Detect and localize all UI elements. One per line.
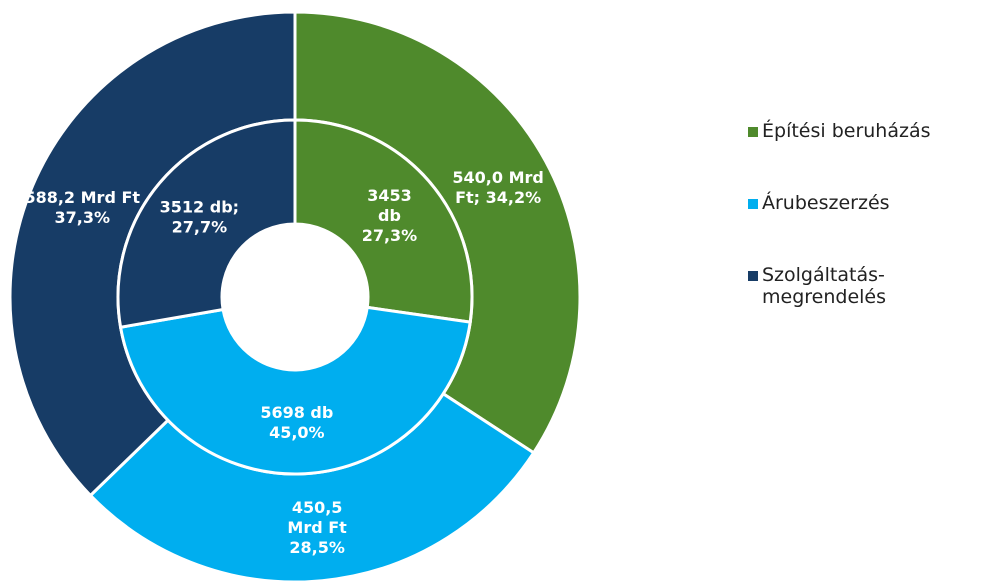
slice — [293, 118, 474, 324]
legend-item: Árubeszerzés — [748, 192, 973, 214]
data-label-line: 27,7% — [172, 218, 228, 237]
legend-item: Építési beruházás — [748, 120, 973, 142]
legend-label: Szolgáltatás-megrendelés — [762, 264, 887, 308]
data-label: 588,2 Mrd Ft 37,3% — [24, 188, 140, 227]
data-label-line: 37,3% — [55, 208, 111, 227]
legend: Építési beruházás Árubeszerzés Szolgáltatá… — [748, 120, 973, 358]
legend-swatch — [748, 199, 758, 209]
data-label: 3453 db 27,3% — [362, 186, 418, 245]
legend-swatch — [748, 271, 758, 281]
data-label: 3512 db; 27,7% — [160, 198, 239, 237]
legend-label: Árubeszerzés — [762, 192, 890, 214]
data-label: 450,5 Mrd Ft 28,5% — [287, 498, 347, 557]
data-label: 540,0 Mrd Ft; 34,2% — [452, 168, 543, 207]
legend-label: Építési beruházás — [762, 120, 931, 142]
data-label-line: 28,5% — [289, 538, 345, 557]
data-label-line: 3453 — [367, 186, 412, 205]
data-label-line: Mrd Ft — [287, 518, 347, 537]
data-label-line: 45,0% — [269, 423, 325, 442]
slice — [118, 305, 472, 476]
data-label-line: Ft; 34,2% — [455, 188, 541, 207]
legend-item: Szolgáltatás-megrendelés — [748, 264, 973, 308]
data-label: 5698 db 45,0% — [260, 403, 333, 442]
data-label-line: 540,0 Mrd — [452, 168, 543, 187]
legend-swatch — [748, 127, 758, 137]
doughnut: 540,0 Mrd Ft; 34,2% 450,5 Mrd Ft 28,5% 588,2 … — [8, 10, 582, 582]
data-label-line: 450,5 — [292, 498, 343, 517]
slice — [116, 118, 297, 329]
data-label-line: 3512 db; — [160, 198, 239, 217]
data-label-line: 588,2 Mrd Ft — [24, 188, 140, 207]
data-label-line: db — [378, 206, 401, 225]
data-label-line: 27,3% — [362, 226, 418, 245]
data-label-line: 5698 db — [260, 403, 333, 422]
